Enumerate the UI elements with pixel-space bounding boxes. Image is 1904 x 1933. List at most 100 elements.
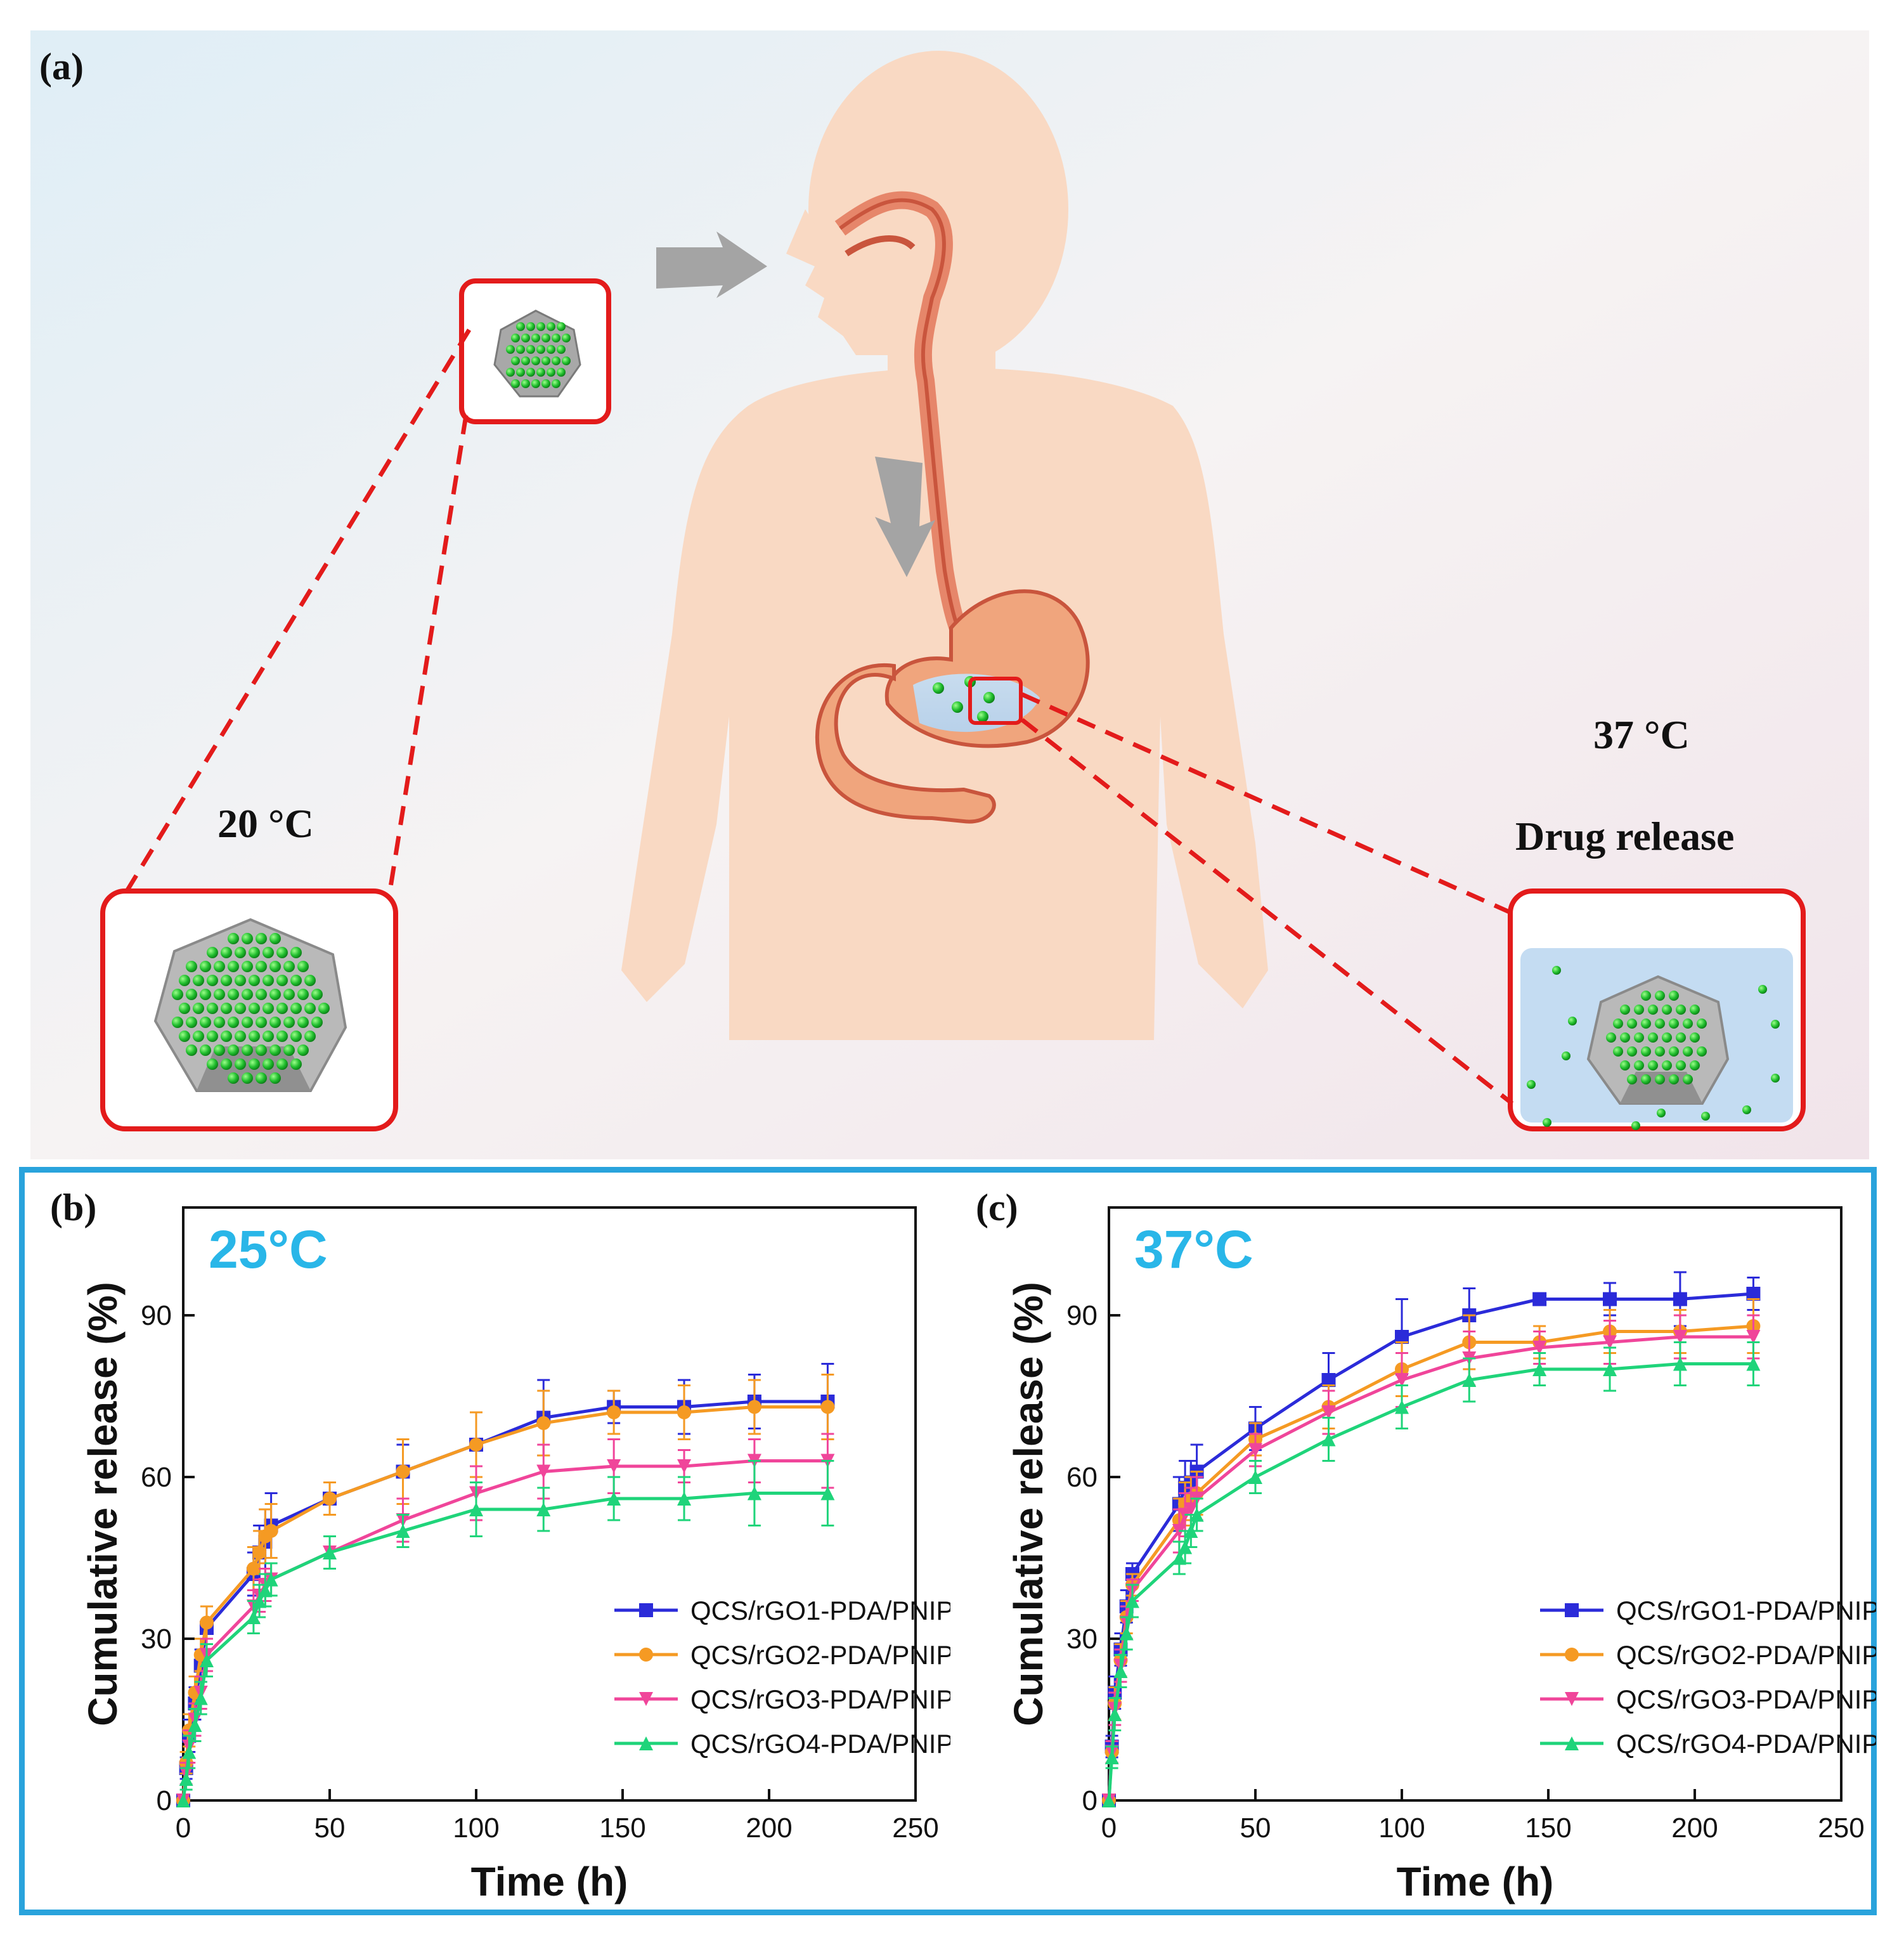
drug-bead [531,356,540,365]
drug-bead [290,1058,302,1070]
drug-bead [249,975,260,986]
drug-bead [297,1045,309,1056]
drug-bead [283,961,295,972]
drug-bead [1697,1019,1707,1029]
stomach-zoom-box [968,677,1023,725]
drug-bead [1641,1019,1651,1029]
drug-bead [506,345,515,354]
drug-bead [1648,1005,1658,1015]
drug-bead [242,961,253,972]
drug-bead [541,356,550,365]
drug-bead [1683,1046,1693,1057]
data-point [677,1405,692,1419]
data-point [1565,1603,1579,1617]
y-axis-title: Cumulative release (%) [1006,1282,1051,1726]
drug-bead [1613,1019,1623,1029]
drug-bead [511,356,520,365]
data-point [1108,1707,1122,1721]
drug-bead [1669,1046,1679,1057]
drug-bead [179,1031,190,1042]
x-tick-label: 0 [1101,1813,1117,1844]
drug-bead [552,356,560,365]
drug-bead [207,947,218,958]
drug-bead [311,1017,323,1028]
drug-bead [193,1003,204,1014]
drug-bead [179,975,190,986]
data-point [1395,1400,1409,1414]
drug-bead [547,345,555,354]
drug-bead [536,345,545,354]
x-tick-label: 100 [1378,1813,1425,1844]
released-drug-bead [1771,1020,1780,1029]
legend-label: QCS/rGO3-PDA/PNIPAm [1616,1684,1876,1714]
drug-bead [304,1031,316,1042]
drug-bead [552,379,560,388]
drug-bead [262,1031,274,1042]
drug-bead [172,989,183,1000]
data-point [1746,1357,1761,1371]
data-point [252,1594,267,1608]
data-point [176,1793,190,1807]
y-tick-label: 60 [1066,1462,1098,1493]
temperature-label: 25°C [209,1220,328,1279]
data-point [199,1615,214,1630]
drug-bead [557,322,566,331]
drug-bead [262,947,274,958]
drug-bead [283,1045,295,1056]
data-point [1565,1648,1579,1662]
drug-bead [521,334,530,342]
legend-label: QCS/rGO2-PDA/PNIPAm [1616,1640,1876,1670]
data-point [1119,1626,1134,1641]
data-point [179,1772,193,1786]
drug-bead [1676,1032,1686,1043]
data-point [1113,1664,1128,1678]
y-tick-label: 90 [141,1300,172,1331]
drug-bead [256,961,267,972]
drug-bead [249,1003,260,1014]
x-axis-title: Time (h) [471,1859,628,1904]
drug-bead [256,1072,267,1084]
drug-bead [1669,991,1679,1001]
drug-bead [562,356,571,365]
drug-bead [562,334,571,342]
legend: QCS/rGO1-PDA/PNIPAm QCS/rGO2-PDA/PNIPAm QC… [614,1596,950,1759]
released-drug-bead [1657,1109,1666,1117]
data-point [258,1583,273,1598]
data-point [1532,1341,1547,1355]
drug-bead [235,1058,246,1070]
drug-bead [207,1003,218,1014]
drug-bead [193,975,204,986]
data-point [1178,1540,1193,1554]
drug-bead [304,1003,316,1014]
series-line [1107,1362,1754,1801]
drug-bead [557,345,566,354]
data-point [1462,1373,1477,1387]
drug-bead [1662,1005,1672,1015]
drug-bead [526,368,535,377]
drug-bead [304,975,316,986]
zoom-lines [125,329,1514,1105]
drug-bead [1627,1046,1637,1057]
drug-bead [318,1003,330,1014]
drug-bead [200,961,211,972]
drug-bead [290,1031,302,1042]
drug-bead [311,989,323,1000]
drug-bead [249,1058,260,1070]
temperature-label: 37°C [1134,1220,1253,1279]
drug-bead [297,989,309,1000]
drug-bead [228,1045,239,1056]
data-point [607,1405,621,1419]
drug-bead [221,1058,232,1070]
drug-release-label: Drug release [1515,814,1734,859]
released-drug-bead [1771,1074,1780,1083]
drug-bead [1655,1019,1665,1029]
data-point [677,1492,692,1506]
data-point [1102,1793,1116,1807]
drug-bead [297,961,309,972]
drug-bead [276,1003,288,1014]
released-drug-bead [1758,985,1767,994]
drug-bead [207,1031,218,1042]
legend: QCS/rGO1-PDA/PNIPAm QCS/rGO2-PDA/PNIPAm QC… [1540,1596,1876,1759]
drug-bead [290,975,302,986]
data-point [396,1524,410,1538]
